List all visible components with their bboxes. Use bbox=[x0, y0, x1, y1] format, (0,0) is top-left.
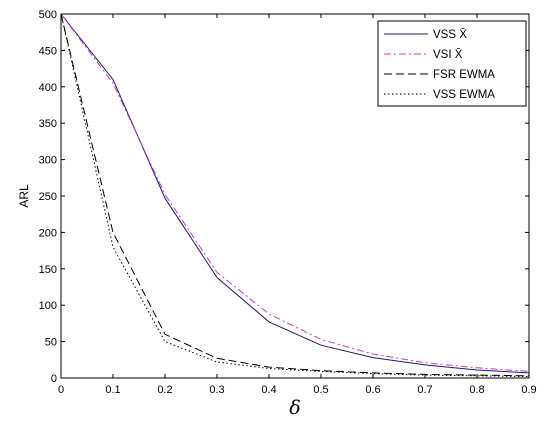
y-tick-label: 50 bbox=[45, 337, 57, 349]
legend-box bbox=[377, 20, 527, 107]
x-tick-label: 0.6 bbox=[365, 384, 380, 396]
y-tick-label: 250 bbox=[39, 191, 57, 203]
legend-label-fsr-ewma: FSR EWMA bbox=[433, 69, 495, 81]
series-line-vss-ewma bbox=[60, 13, 530, 377]
y-tick-label: 450 bbox=[39, 45, 57, 57]
series-layer bbox=[60, 13, 530, 377]
x-tick-label: 0.9 bbox=[521, 384, 536, 396]
x-tick-label: 0.3 bbox=[209, 384, 224, 396]
x-axis-title: δ bbox=[289, 397, 300, 419]
axis-tick-labels: 0 0.1 0.2 0.3 0.4 0.5 0.6 0.7 0.8 0.9 0 50 100 150 200… bbox=[39, 9, 537, 396]
series-line-vss-x bbox=[60, 13, 530, 374]
x-tick-label: 0.7 bbox=[417, 384, 432, 396]
y-tick-label: 400 bbox=[39, 82, 57, 94]
y-tick-label: 500 bbox=[39, 9, 57, 21]
legend-label-vss-ewma: VSS EWMA bbox=[433, 89, 495, 101]
series-line-vsi-x bbox=[60, 13, 530, 372]
y-tick-label: 100 bbox=[39, 300, 57, 312]
x-tick-label: 0.2 bbox=[157, 384, 172, 396]
x-tick-label: 0.5 bbox=[313, 384, 328, 396]
legend-label-vsi-x: VSI X̄ bbox=[433, 48, 463, 61]
y-tick-label: 350 bbox=[39, 118, 57, 130]
legend-label-vss-x: VSS X̄ bbox=[433, 28, 467, 41]
y-axis-title: ARL bbox=[17, 184, 31, 208]
legend: VSS X̄ VSI X̄ FSR EWMA VSS EWMA bbox=[377, 20, 527, 107]
series-line-fsr-ewma bbox=[60, 13, 530, 377]
y-tick-label: 150 bbox=[39, 264, 57, 276]
x-tick-label: 0.4 bbox=[261, 384, 276, 396]
y-tick-label: 300 bbox=[39, 155, 57, 167]
legend-items: VSS X̄ VSI X̄ FSR EWMA VSS EWMA bbox=[384, 28, 495, 101]
x-tick-label: 0.8 bbox=[469, 384, 484, 396]
x-tick-label: 0.1 bbox=[105, 384, 120, 396]
y-tick-label: 0 bbox=[51, 373, 57, 385]
x-tick-label: 0 bbox=[58, 384, 64, 396]
axis-ticks bbox=[60, 13, 530, 379]
y-tick-label: 200 bbox=[39, 227, 57, 239]
